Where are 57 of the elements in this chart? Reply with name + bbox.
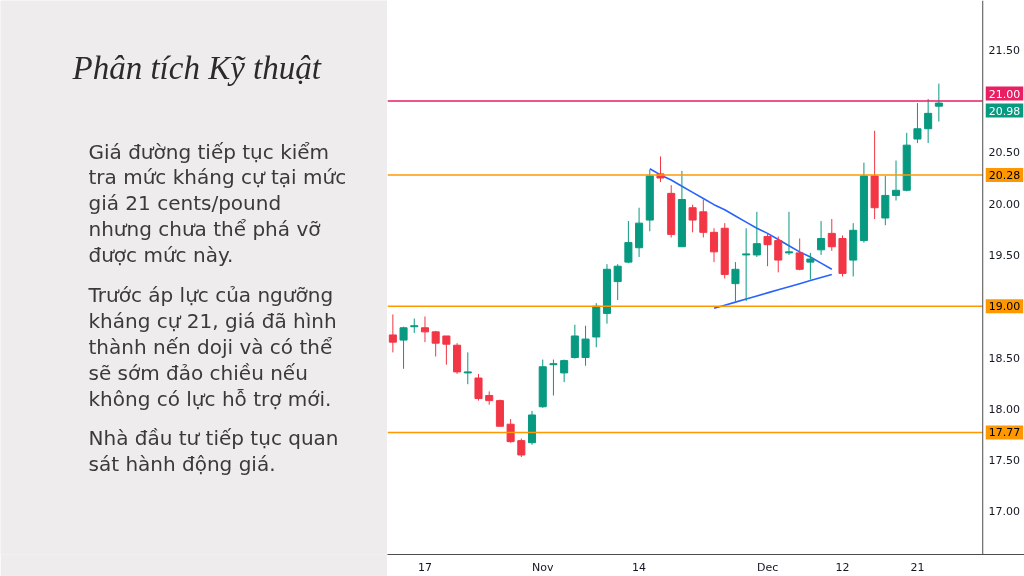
x-tick-label: Nov bbox=[532, 560, 554, 574]
ref-line-label: 17.77 bbox=[988, 426, 1021, 440]
candlestick bbox=[774, 235, 783, 273]
y-tick-label: 20.00 bbox=[988, 197, 1020, 211]
candlestick bbox=[688, 204, 697, 233]
candlestick bbox=[795, 238, 804, 271]
candlestick bbox=[924, 98, 933, 144]
x-tick-label: Dec bbox=[756, 560, 779, 574]
candlestick bbox=[442, 335, 451, 366]
candlestick bbox=[881, 175, 890, 226]
candlestick bbox=[827, 218, 836, 252]
candlestick bbox=[913, 102, 922, 144]
candlestick bbox=[710, 227, 719, 263]
candlestick bbox=[388, 313, 397, 353]
candlestick bbox=[399, 326, 408, 370]
candlestick bbox=[570, 324, 579, 360]
y-tick-label: 17.50 bbox=[988, 454, 1020, 468]
y-tick-label: 21.50 bbox=[988, 43, 1020, 57]
x-tick-label: 14 bbox=[632, 560, 647, 574]
candlestick bbox=[806, 252, 815, 281]
candlestick bbox=[742, 227, 751, 302]
ref-line-label: 19.00 bbox=[988, 300, 1021, 314]
text: 20.98 bbox=[988, 104, 1021, 118]
candlestick bbox=[613, 263, 622, 301]
y-tick-label: 19.50 bbox=[988, 248, 1020, 262]
candlestick bbox=[420, 315, 429, 343]
y-tick-label: 20.50 bbox=[988, 146, 1020, 160]
y-tick-label: 18.00 bbox=[988, 402, 1020, 416]
text: Nhà đầu tư tiếp tục quan sát hành động giá. bbox=[88, 426, 339, 477]
ref-line-label: 20.28 bbox=[988, 168, 1021, 182]
candlestick bbox=[463, 351, 472, 385]
candlestick bbox=[581, 325, 590, 367]
candlestick bbox=[699, 199, 708, 238]
candlestick bbox=[549, 359, 558, 396]
candlestick bbox=[784, 211, 793, 256]
x-tick-label: 21 bbox=[910, 560, 925, 574]
candlestick bbox=[934, 83, 943, 123]
text: Phân tích Kỹ thuật bbox=[71, 49, 322, 86]
candlestick bbox=[752, 211, 761, 258]
line-series bbox=[648, 167, 833, 271]
text: Trước áp lực của ngưỡng kháng cự 21, giá đã hình thành nến doji và có thể sẽ sớm đảo chiều nếu không có lực hỗ trợ mới. bbox=[87, 282, 337, 411]
candlestick bbox=[817, 220, 826, 256]
x-tick-label: 17 bbox=[417, 560, 432, 574]
ref-line-label: 21.00 bbox=[988, 87, 1021, 101]
candlestick bbox=[892, 160, 901, 202]
candlestick bbox=[506, 418, 515, 444]
candlestick bbox=[474, 373, 483, 402]
candlestick bbox=[731, 261, 740, 302]
y-tick-label: 18.50 bbox=[988, 351, 1020, 365]
candlestick bbox=[763, 232, 772, 267]
candlestick bbox=[517, 438, 526, 458]
text: Giá đường tiếp tục kiểm tra mức kháng cự tại mức giá 21 cents/pound nhưng chưa thể phá vỡ được mức này. bbox=[88, 139, 347, 268]
y-tick-label: 17.00 bbox=[988, 505, 1020, 519]
candlestick bbox=[624, 220, 633, 264]
x-tick-label: 12 bbox=[835, 560, 850, 574]
candlestick bbox=[431, 330, 440, 357]
line-series bbox=[713, 273, 833, 310]
